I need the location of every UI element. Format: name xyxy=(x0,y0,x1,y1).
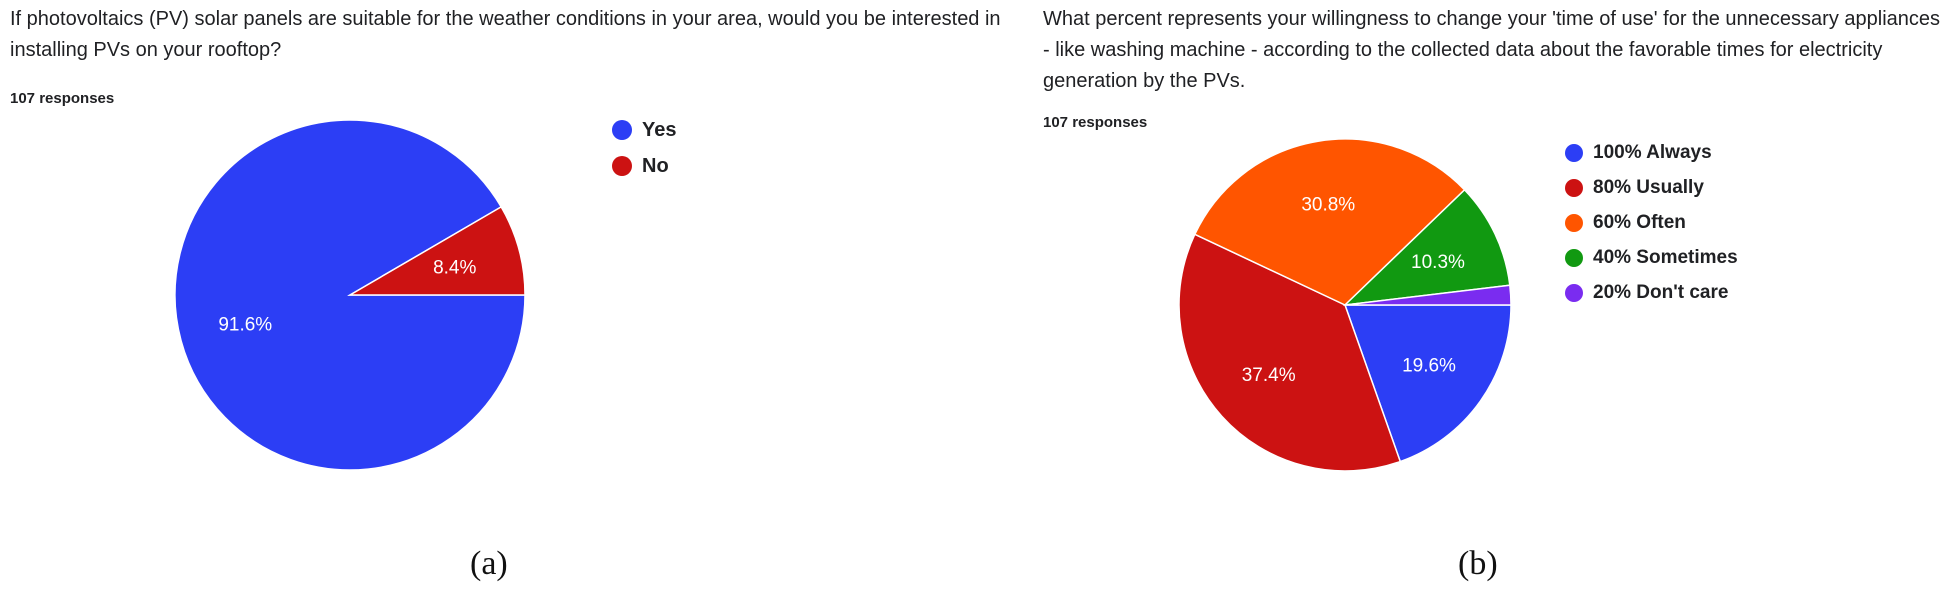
legend-item-b-3: 40% Sometimes xyxy=(1565,240,1738,275)
legend-item-b-2: 60% Often xyxy=(1565,205,1738,240)
legend-label: 100% Always xyxy=(1593,141,1712,163)
legend-swatch xyxy=(1565,248,1583,267)
legend-a: Yes No xyxy=(612,112,676,184)
response-count-b: 107 responses xyxy=(1043,114,1148,131)
legend-swatch xyxy=(1565,178,1583,197)
legend-label: 20% Don't care xyxy=(1593,281,1729,303)
question-b: What percent represents your willingness… xyxy=(1043,8,1941,92)
pie-slice-b-1 xyxy=(1178,233,1402,472)
legend-label: 40% Sometimes xyxy=(1593,246,1738,268)
pie-slice-b-4 xyxy=(1344,284,1512,306)
slice-label-b-1: 37.4% xyxy=(1242,365,1296,386)
pie-slice-b-3 xyxy=(1342,188,1511,307)
pie-slice-a-1 xyxy=(347,205,526,296)
question-a: If photovoltaics (PV) solar panels are s… xyxy=(10,8,1001,61)
legend-item-a-1: No xyxy=(612,148,676,184)
legend-swatch xyxy=(612,120,632,140)
slice-label-a-0: 91.6% xyxy=(218,314,272,335)
legend-item-b-0: 100% Always xyxy=(1565,135,1738,170)
legend-label: No xyxy=(642,154,669,177)
legend-label: 60% Often xyxy=(1593,211,1686,233)
slice-label-a-1: 8.4% xyxy=(433,258,476,279)
legend-item-b-1: 80% Usually xyxy=(1565,170,1738,205)
response-count-a: 107 responses xyxy=(10,90,115,107)
pie-slice-b-2 xyxy=(1193,138,1466,306)
legend-b: 100% Always 80% Usually 60% Often 40% Somet… xyxy=(1565,135,1738,310)
slice-label-b-2: 30.8% xyxy=(1301,194,1355,215)
caption-b: (b) xyxy=(1458,545,1498,582)
caption-a: (a) xyxy=(470,545,508,582)
slice-label-b-0: 19.6% xyxy=(1402,355,1456,376)
legend-swatch xyxy=(1565,213,1583,232)
legend-item-a-0: Yes xyxy=(612,112,676,148)
legend-swatch xyxy=(612,156,632,176)
slice-label-b-3: 10.3% xyxy=(1411,252,1465,273)
legend-item-b-4: 20% Don't care xyxy=(1565,275,1738,310)
legend-label: Yes xyxy=(642,118,677,141)
legend-swatch xyxy=(1565,283,1583,302)
legend-swatch xyxy=(1565,143,1583,162)
legend-label: 80% Usually xyxy=(1593,176,1704,198)
